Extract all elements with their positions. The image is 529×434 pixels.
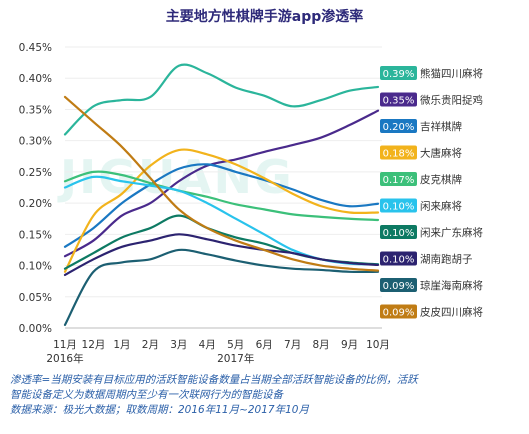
legend-badge	[380, 251, 417, 266]
legend-label: 大唐麻将	[420, 147, 462, 160]
y-tick-label: 0.00%	[19, 323, 52, 335]
y-tick-label: 0.35%	[19, 104, 52, 116]
x-tick-label: 2月	[142, 339, 159, 351]
y-tick-label: 0.10%	[19, 261, 52, 273]
legend-entry: 0.20% 吉祥棋牌	[380, 119, 462, 133]
x-tick-label: 5月	[227, 339, 244, 351]
x-tick-label: 12月	[82, 339, 106, 351]
x-year-label: 2016年	[46, 352, 83, 365]
legend-label: 皮皮四川麻将	[420, 306, 483, 319]
legend-entry: 0.17% 皮克棋牌	[380, 172, 462, 186]
legend-badge	[380, 172, 417, 186]
x-tick-label: 1月	[113, 339, 130, 351]
y-tick-label: 0.15%	[19, 229, 52, 241]
legend-badge-value: 0.39%	[383, 69, 415, 80]
legend-entry: 0.09% 皮皮四川麻将	[380, 304, 483, 319]
x-tick-label: 10月	[366, 339, 390, 351]
x-tick-label: 6月	[256, 339, 273, 351]
legend-badge-value: 0.09%	[383, 308, 415, 319]
series-line	[63, 170, 380, 222]
legend-badge-value: 0.10%	[383, 255, 415, 266]
series-line	[63, 95, 380, 272]
legend-badge	[380, 304, 417, 319]
legend-badge-value: 0.17%	[383, 175, 415, 186]
x-tick-labels: 11月 12月 1月 2月 3月 4月 5月 6月 7月 8月 9月 10月 2016年 2017年	[46, 339, 390, 365]
legend-badge	[380, 119, 417, 133]
legend-badge	[380, 92, 417, 107]
series-line	[63, 163, 380, 248]
note-definition-line-1: 渗透率=当期安装有目标应用的活跃智能设备数量占当期全部活跃智能设备的比例，活跃	[10, 374, 418, 386]
legend-label: 微乐贵阳捉鸡	[420, 94, 483, 107]
legend-badge	[380, 66, 417, 80]
y-tick-label: 0.45%	[19, 42, 52, 54]
x-tick-label: 9月	[341, 339, 358, 351]
legend-badge	[380, 278, 417, 292]
legend-label: 熊猫四川麻将	[420, 67, 483, 80]
y-tick-labels: 0.00% 0.05% 0.10% 0.15% 0.20% 0.25% 0.30% 0.35%…	[19, 42, 52, 335]
legend-badge-value: 0.10%	[383, 202, 415, 213]
series-lines	[63, 63, 380, 326]
series-line	[63, 148, 380, 273]
y-tick-label: 0.05%	[19, 292, 52, 304]
legend-entry: 0.10% 闲来广东麻将	[380, 225, 483, 239]
series-line	[63, 248, 380, 326]
y-tick-label: 0.25%	[19, 167, 52, 179]
legend-badge	[380, 198, 417, 213]
x-tick-label: 11月	[53, 339, 77, 351]
chart-title: 主要地方性棋牌手游app渗透率	[165, 9, 364, 25]
x-year-label: 2017年	[217, 352, 254, 365]
legend-badge-value: 0.18%	[383, 149, 415, 160]
x-tick-label: 4月	[199, 339, 216, 351]
x-tick-label: 3月	[170, 339, 187, 351]
legend-label: 闲来广东麻将	[420, 226, 483, 239]
legend-entry: 0.10% 闲来麻将	[380, 198, 462, 213]
note-definition-line-2: 智能设备定义为数据周期内至少有一次联网行为的智能设备	[10, 389, 283, 401]
series-line	[63, 109, 380, 258]
series-line	[63, 233, 380, 277]
legend-entry: 0.09% 琼崖海南麻将	[380, 278, 483, 292]
legend-badge-value: 0.10%	[383, 228, 415, 239]
legend-badge-value: 0.35%	[383, 96, 415, 107]
legend-entry: 0.10% 湖南跑胡子	[380, 251, 473, 266]
legend-badge-value: 0.20%	[383, 122, 415, 133]
legend-entry: 0.35% 微乐贵阳捉鸡	[380, 92, 483, 107]
x-tick-label: 7月	[284, 339, 301, 351]
legend-label: 湖南跑胡子	[420, 253, 473, 266]
series-line	[63, 63, 380, 136]
note-source-line: 数据来源：极光大数据；取数周期：2016年11月~2017年10月	[10, 404, 309, 416]
legend: 0.39% 熊猫四川麻将 0.35% 微乐贵阳捉鸡 0.20% 吉祥棋牌 0.18% 大唐麻将…	[380, 66, 483, 319]
y-tick-label: 0.20%	[19, 198, 52, 210]
legend-label: 吉祥棋牌	[420, 120, 462, 133]
legend-label: 皮克棋牌	[420, 173, 462, 186]
legend-badge-value: 0.09%	[383, 281, 415, 292]
y-gridlines	[65, 46, 382, 329]
legend-badge	[380, 145, 417, 160]
x-tick-label: 8月	[312, 339, 329, 351]
y-tick-label: 0.40%	[19, 73, 52, 85]
legend-badge	[380, 225, 417, 239]
y-tick-label: 0.30%	[19, 136, 52, 148]
legend-entry: 0.39% 熊猫四川麻将	[380, 66, 483, 80]
legend-label: 闲来麻将	[420, 200, 462, 213]
legend-entry: 0.18% 大唐麻将	[380, 145, 462, 160]
legend-label: 琼崖海南麻将	[420, 279, 483, 292]
chart-notes: 渗透率=当期安装有目标应用的活跃智能设备数量占当期全部活跃智能设备的比例，活跃 …	[10, 373, 522, 418]
